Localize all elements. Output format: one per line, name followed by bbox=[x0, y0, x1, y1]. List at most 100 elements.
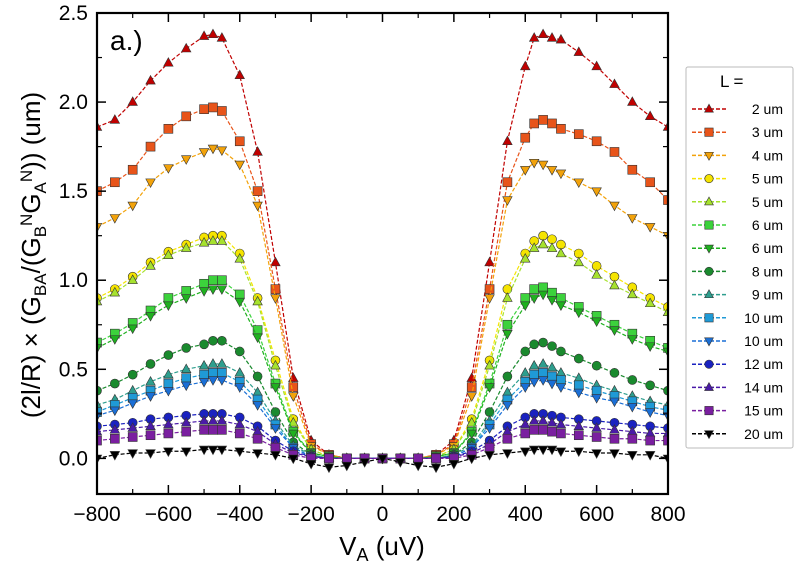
data-point bbox=[163, 301, 174, 311]
legend-label: 5 um bbox=[752, 194, 783, 210]
data-point bbox=[609, 326, 620, 336]
series-line bbox=[97, 106, 668, 459]
legend-entry: 10 um bbox=[692, 333, 783, 349]
data-point bbox=[573, 380, 584, 391]
legend-label: 20 um bbox=[744, 426, 783, 442]
data-point bbox=[181, 426, 192, 437]
data-point bbox=[252, 449, 263, 459]
data-point bbox=[305, 460, 317, 470]
data-point bbox=[180, 294, 192, 304]
data-point bbox=[217, 275, 227, 286]
y-tick-label: 2.5 bbox=[59, 2, 88, 25]
legend-marker bbox=[704, 266, 714, 276]
series-0 bbox=[97, 28, 668, 463]
data-point bbox=[127, 274, 138, 284]
data-point bbox=[537, 445, 549, 456]
data-point bbox=[546, 166, 558, 176]
data-point bbox=[207, 28, 219, 39]
data-point bbox=[127, 449, 138, 459]
data-point bbox=[207, 376, 219, 386]
data-point bbox=[528, 359, 540, 370]
data-point bbox=[645, 435, 655, 446]
data-point bbox=[234, 367, 245, 377]
data-point bbox=[127, 422, 138, 432]
data-point bbox=[538, 337, 548, 348]
series-7 bbox=[97, 335, 668, 464]
data-point bbox=[234, 160, 245, 171]
legend-entry: 9 um bbox=[692, 287, 783, 303]
data-point bbox=[520, 60, 531, 71]
data-point bbox=[216, 415, 228, 425]
data-point bbox=[198, 287, 210, 297]
data-point bbox=[662, 121, 668, 131]
data-point bbox=[547, 371, 557, 382]
data-point bbox=[252, 401, 263, 411]
data-point bbox=[484, 284, 495, 294]
data-point bbox=[180, 363, 192, 373]
data-point bbox=[627, 214, 638, 224]
data-point bbox=[529, 339, 539, 350]
data-point bbox=[145, 359, 156, 369]
data-point bbox=[208, 368, 218, 378]
data-point bbox=[252, 371, 263, 382]
data-point bbox=[198, 148, 210, 158]
data-point bbox=[216, 285, 228, 295]
data-point bbox=[537, 238, 549, 249]
data-point bbox=[216, 358, 228, 368]
data-point bbox=[591, 60, 602, 71]
legend-entry: 14 um bbox=[692, 379, 783, 395]
data-point bbox=[181, 343, 192, 353]
data-point bbox=[502, 401, 513, 411]
data-point bbox=[97, 385, 102, 396]
data-point bbox=[538, 115, 548, 125]
legend-marker bbox=[704, 337, 714, 347]
data-point bbox=[484, 294, 495, 304]
data-point bbox=[163, 386, 174, 397]
data-point bbox=[591, 317, 602, 327]
data-point bbox=[520, 447, 531, 458]
data-point bbox=[573, 46, 585, 56]
data-point bbox=[270, 294, 281, 304]
data-point bbox=[609, 397, 620, 408]
data-point bbox=[127, 369, 138, 380]
data-point bbox=[448, 460, 460, 470]
data-point bbox=[208, 102, 218, 113]
data-point bbox=[288, 429, 299, 440]
data-point bbox=[502, 329, 513, 340]
data-point bbox=[609, 201, 620, 212]
plot-area bbox=[97, 28, 668, 474]
data-point bbox=[109, 114, 121, 124]
data-point bbox=[216, 32, 228, 42]
legend-marker bbox=[704, 103, 714, 113]
data-point bbox=[520, 166, 531, 176]
series-13 bbox=[97, 425, 668, 464]
data-point bbox=[556, 123, 566, 134]
data-point bbox=[163, 428, 174, 439]
data-point bbox=[555, 33, 567, 44]
data-point bbox=[627, 451, 638, 461]
data-point bbox=[97, 295, 103, 306]
x-tick-label: 400 bbox=[508, 503, 543, 526]
data-point bbox=[591, 360, 602, 371]
data-point bbox=[110, 177, 120, 188]
data-point bbox=[555, 169, 567, 180]
legend-marker bbox=[704, 289, 714, 299]
series-6 bbox=[97, 285, 668, 465]
data-point bbox=[208, 335, 218, 346]
data-point bbox=[591, 269, 602, 279]
svg-text:VA (uV): VA (uV) bbox=[339, 531, 425, 563]
data-point bbox=[663, 435, 668, 446]
data-point bbox=[180, 42, 192, 53]
data-point bbox=[288, 392, 299, 402]
data-point bbox=[520, 132, 531, 143]
series-1 bbox=[97, 102, 668, 464]
data-point bbox=[502, 449, 513, 459]
data-point bbox=[609, 433, 620, 444]
data-point bbox=[181, 111, 192, 122]
data-point bbox=[163, 164, 174, 174]
data-point bbox=[359, 458, 370, 468]
legend-label: 12 um bbox=[744, 356, 783, 372]
x-axis-title-sub: A bbox=[356, 545, 368, 563]
data-point bbox=[645, 380, 655, 391]
data-point bbox=[529, 425, 539, 435]
